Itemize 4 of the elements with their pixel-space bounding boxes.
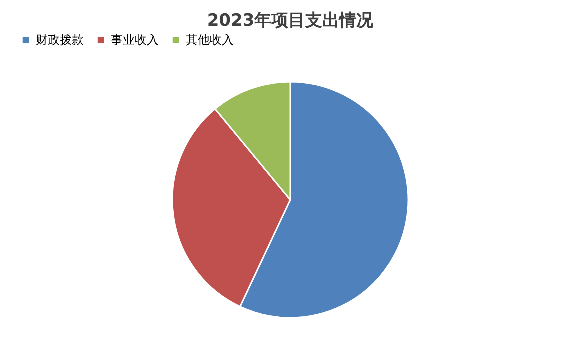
legend-label: 事业收入 bbox=[111, 33, 159, 48]
chart-title: 2023年项目支出情况 bbox=[207, 11, 375, 31]
legend-label: 其他收入 bbox=[186, 33, 234, 48]
legend-label: 财政拨款 bbox=[36, 33, 84, 48]
